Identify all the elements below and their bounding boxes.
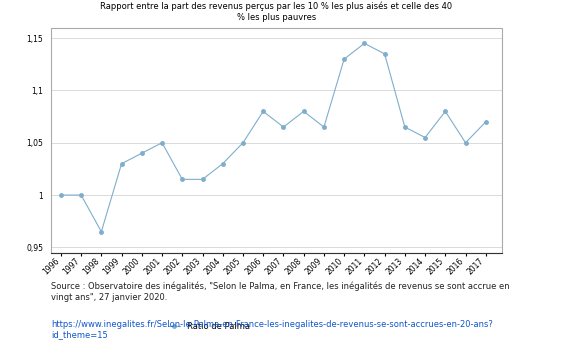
Text: https://www.inegalites.fr/Selon-le-Palma-en-France-les-inegalites-de-revenus-se-: https://www.inegalites.fr/Selon-le-Palma… [51, 320, 492, 339]
Text: Source : Observatoire des inégalités, "Selon le Palma, en France, les inégalités: Source : Observatoire des inégalités, "S… [51, 282, 509, 302]
Title: Rapport entre la part des revenus perçus par les 10 % les plus aisés et celle de: Rapport entre la part des revenus perçus… [100, 2, 452, 22]
Bar [51, 28, 502, 253]
Legend: Ratio de Palma: Ratio de Palma [164, 318, 253, 334]
